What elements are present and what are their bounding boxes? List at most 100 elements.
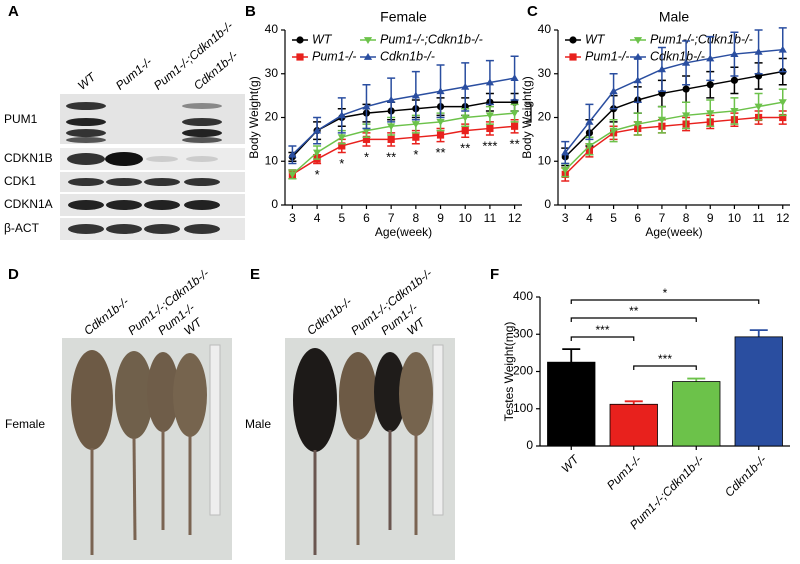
significance-bracket bbox=[570, 317, 697, 322]
x-tick-label: 7 bbox=[659, 211, 666, 225]
x-tick-label: 9 bbox=[437, 211, 444, 225]
y-tick-label: 40 bbox=[538, 22, 552, 36]
marker bbox=[362, 135, 371, 143]
x-tick-label: 7 bbox=[388, 211, 395, 225]
legend-label: Cdkn1b-/- bbox=[650, 49, 705, 63]
legend-label: Pum1-/- bbox=[312, 49, 356, 63]
series bbox=[561, 57, 787, 167]
significance-label: * bbox=[315, 167, 320, 182]
x-tick-label: 8 bbox=[413, 211, 420, 225]
marker bbox=[754, 103, 763, 111]
x-tick-label: 6 bbox=[363, 211, 370, 225]
error-bar bbox=[562, 348, 581, 363]
row-label: CDK1 bbox=[4, 174, 36, 188]
marker bbox=[461, 127, 469, 135]
y-tick-label: 300 bbox=[513, 326, 533, 340]
marker bbox=[312, 149, 322, 157]
y-tick-label: 100 bbox=[513, 401, 533, 415]
marker bbox=[682, 85, 690, 93]
significance-bracket bbox=[526, 103, 532, 123]
series-line bbox=[564, 116, 783, 175]
y-axis-label: Body Weight(g) bbox=[247, 76, 261, 158]
marker bbox=[779, 113, 787, 122]
marker bbox=[288, 150, 297, 158]
marker bbox=[436, 118, 445, 126]
marker bbox=[510, 74, 519, 82]
series-line bbox=[564, 70, 783, 158]
bar bbox=[547, 361, 596, 447]
significance-bracket bbox=[570, 336, 635, 341]
y-tick-label: 30 bbox=[538, 66, 552, 80]
marker bbox=[681, 112, 691, 120]
panel-label: C bbox=[527, 3, 538, 20]
significance-label: *** bbox=[595, 323, 609, 337]
marker bbox=[585, 117, 594, 125]
marker bbox=[387, 96, 396, 103]
x-axis-label: Age(week) bbox=[645, 225, 702, 239]
marker bbox=[706, 54, 715, 62]
significance-bracket bbox=[633, 365, 697, 370]
series-line bbox=[291, 112, 515, 175]
significance-label: * bbox=[339, 156, 344, 171]
marker bbox=[778, 45, 787, 53]
y-tick-label: 30 bbox=[265, 66, 279, 80]
x-tick-label: 9 bbox=[707, 211, 714, 225]
marker bbox=[561, 167, 570, 174]
error-bar bbox=[749, 329, 768, 337]
y-tick-label: 0 bbox=[271, 197, 278, 211]
panel-label: A bbox=[8, 3, 19, 20]
series bbox=[561, 27, 787, 165]
marker bbox=[411, 91, 420, 99]
y-axis-label: Body Weight(g) bbox=[520, 76, 534, 158]
x-tick-label: 11 bbox=[752, 211, 765, 225]
series-line bbox=[291, 101, 515, 158]
marker bbox=[609, 127, 618, 135]
marker bbox=[510, 122, 519, 130]
y-tick-label: 10 bbox=[265, 153, 279, 167]
marker bbox=[681, 58, 691, 66]
marker bbox=[337, 134, 346, 142]
marker bbox=[461, 114, 470, 122]
marker bbox=[337, 111, 346, 119]
x-tick-label: 4 bbox=[586, 211, 593, 225]
y-tick-label: 20 bbox=[265, 110, 279, 124]
panel-label: E bbox=[250, 266, 260, 283]
x-tick-label: 10 bbox=[728, 211, 742, 225]
legend-marker bbox=[296, 36, 304, 44]
bar bbox=[672, 381, 721, 447]
lane-label: WT bbox=[75, 69, 100, 93]
western-blot bbox=[60, 94, 245, 240]
legend-marker bbox=[633, 53, 643, 60]
legend-label: Pum1-/-;Cdkn1b-/- bbox=[650, 32, 753, 46]
marker bbox=[362, 102, 371, 110]
marker bbox=[288, 171, 297, 179]
chart-title: Female bbox=[380, 9, 427, 25]
marker bbox=[510, 110, 519, 118]
bar bbox=[609, 403, 658, 447]
marker bbox=[609, 87, 618, 95]
marker bbox=[362, 127, 371, 135]
y-tick-label: 10 bbox=[538, 153, 552, 167]
panel-label: F bbox=[490, 266, 499, 283]
x-tick-label: 3 bbox=[289, 211, 296, 225]
marker bbox=[485, 112, 495, 120]
marker bbox=[633, 76, 642, 84]
x-tick-label: Pum1-/- bbox=[604, 452, 644, 492]
marker bbox=[754, 47, 763, 55]
x-tick-label: 12 bbox=[776, 211, 790, 225]
significance-label: *** bbox=[658, 352, 672, 366]
marker bbox=[585, 143, 594, 150]
x-tick-label: WT bbox=[559, 451, 583, 475]
y-tick-label: 400 bbox=[513, 289, 533, 303]
error-bar bbox=[624, 400, 643, 405]
legend-label: WT bbox=[312, 32, 333, 46]
panel-label: B bbox=[245, 3, 256, 20]
row-label: CDKN1B bbox=[4, 151, 53, 165]
y-tick-label: 0 bbox=[526, 438, 533, 452]
significance-label: *** bbox=[482, 138, 497, 153]
x-tick-label: 12 bbox=[508, 211, 522, 225]
mouse-photo bbox=[62, 338, 232, 560]
marker bbox=[706, 110, 715, 118]
significance-label: * bbox=[413, 147, 418, 162]
